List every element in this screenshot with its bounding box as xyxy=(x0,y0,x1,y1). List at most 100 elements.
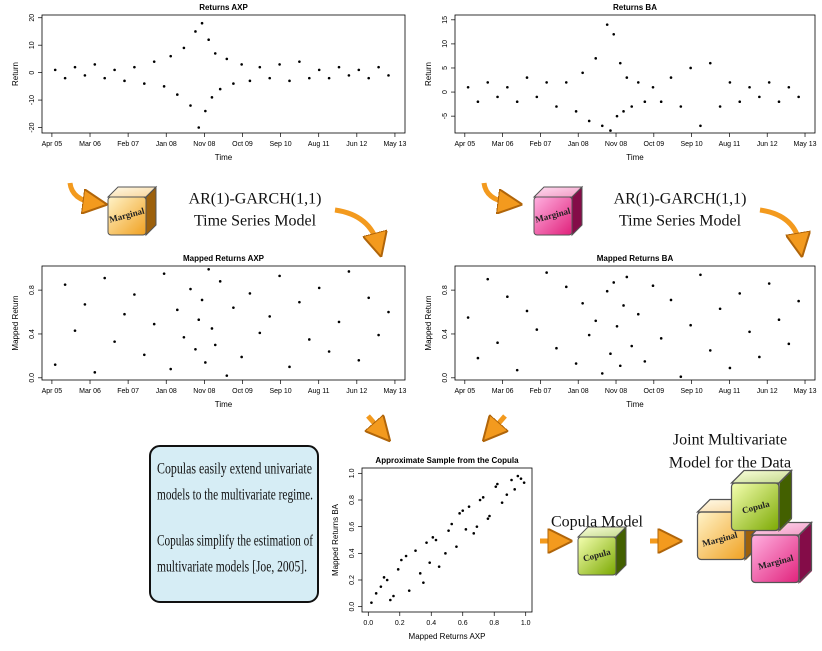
point xyxy=(204,361,207,364)
y-tick-label: -5 xyxy=(442,113,449,119)
point xyxy=(377,65,380,69)
arrow xyxy=(759,207,800,245)
arrow xyxy=(491,414,505,432)
point xyxy=(797,299,800,303)
point xyxy=(748,330,751,334)
point xyxy=(513,488,516,491)
point xyxy=(113,340,116,343)
point xyxy=(587,333,591,337)
point xyxy=(461,509,465,512)
point xyxy=(53,363,57,366)
point xyxy=(182,335,186,339)
x-tick-label: Aug 11 xyxy=(308,141,330,148)
point xyxy=(387,74,390,77)
point xyxy=(555,346,558,350)
point xyxy=(248,79,252,83)
point xyxy=(143,82,146,85)
point xyxy=(545,81,548,84)
y-tick-label: 0.0 xyxy=(442,373,449,383)
y-tick-label: 10 xyxy=(442,40,449,48)
y-tick-label: 0.4 xyxy=(442,329,449,339)
x-axis-label: Time xyxy=(626,153,644,162)
chart-title: Mapped Returns AXP xyxy=(183,254,265,263)
point xyxy=(472,532,476,535)
x-tick-label: Mar 06 xyxy=(79,141,101,148)
point xyxy=(152,322,156,326)
x-axis-label: Time xyxy=(215,400,233,409)
point xyxy=(476,356,480,360)
point xyxy=(152,60,156,63)
point xyxy=(113,68,116,72)
point xyxy=(182,46,186,50)
x-tick-label: Aug 11 xyxy=(719,388,741,395)
x-tick-label: Mar 06 xyxy=(492,388,514,395)
chart-title: Returns AXP xyxy=(199,3,248,12)
point xyxy=(337,320,341,324)
point xyxy=(73,329,77,332)
y-axis-label: Mapped Return xyxy=(424,295,433,350)
point xyxy=(308,338,311,341)
x-tick-label: Oct 09 xyxy=(644,141,665,148)
point xyxy=(600,372,604,375)
point xyxy=(515,100,519,103)
point xyxy=(207,267,210,271)
point xyxy=(475,525,479,528)
x-tick-label: Nov 08 xyxy=(193,388,215,395)
point xyxy=(758,355,761,359)
model-text: AR(1)-GARCH(1,1) xyxy=(614,191,747,208)
arrow xyxy=(67,182,95,203)
x-tick-label: May 13 xyxy=(794,388,817,395)
point xyxy=(414,549,417,552)
x-tick-label: Nov 08 xyxy=(605,141,627,148)
point xyxy=(404,554,408,558)
note-line: Copulas simplify the estimation of xyxy=(157,533,313,550)
point xyxy=(622,304,625,307)
point xyxy=(612,32,616,36)
chart-title: Mapped Returns BA xyxy=(597,254,674,263)
point xyxy=(618,61,622,65)
x-tick-label: 0.8 xyxy=(489,620,499,627)
point xyxy=(374,592,378,595)
point xyxy=(458,512,461,515)
plot-frame xyxy=(454,265,816,381)
point xyxy=(93,63,97,66)
point xyxy=(500,501,504,504)
plot-frame xyxy=(454,14,816,134)
point xyxy=(278,63,281,66)
point xyxy=(258,331,262,335)
x-tick-label: May 13 xyxy=(383,388,406,395)
point xyxy=(488,514,491,518)
point xyxy=(708,61,712,65)
x-tick-label: Sep 10 xyxy=(681,388,703,395)
point xyxy=(618,364,622,368)
x-tick-label: Feb 07 xyxy=(530,141,552,148)
point xyxy=(679,105,683,108)
point xyxy=(525,309,529,313)
point xyxy=(643,360,647,363)
point xyxy=(379,585,383,588)
y-tick-label: 0.4 xyxy=(349,548,356,558)
x-tick-label: Sep 10 xyxy=(269,141,291,148)
copula-model-text: Copula Model xyxy=(551,514,644,531)
point xyxy=(777,100,781,103)
x-tick-label: Apr 05 xyxy=(42,388,63,395)
point xyxy=(143,353,146,357)
point xyxy=(83,74,87,77)
x-tick-label: 0.2 xyxy=(395,620,405,627)
marginal-cube-left: Marginal xyxy=(107,186,157,236)
y-tick-label: 20 xyxy=(29,14,36,22)
point xyxy=(387,310,390,314)
point xyxy=(169,367,172,371)
point xyxy=(574,362,578,365)
point xyxy=(486,277,490,281)
point xyxy=(103,76,106,80)
point xyxy=(612,281,616,284)
y-tick-label: 0.4 xyxy=(29,329,36,339)
point xyxy=(425,541,428,544)
point xyxy=(494,485,498,488)
point xyxy=(337,65,341,69)
point xyxy=(248,292,252,295)
x-tick-label: Oct 09 xyxy=(644,388,665,395)
point xyxy=(609,129,612,132)
point xyxy=(367,296,371,300)
